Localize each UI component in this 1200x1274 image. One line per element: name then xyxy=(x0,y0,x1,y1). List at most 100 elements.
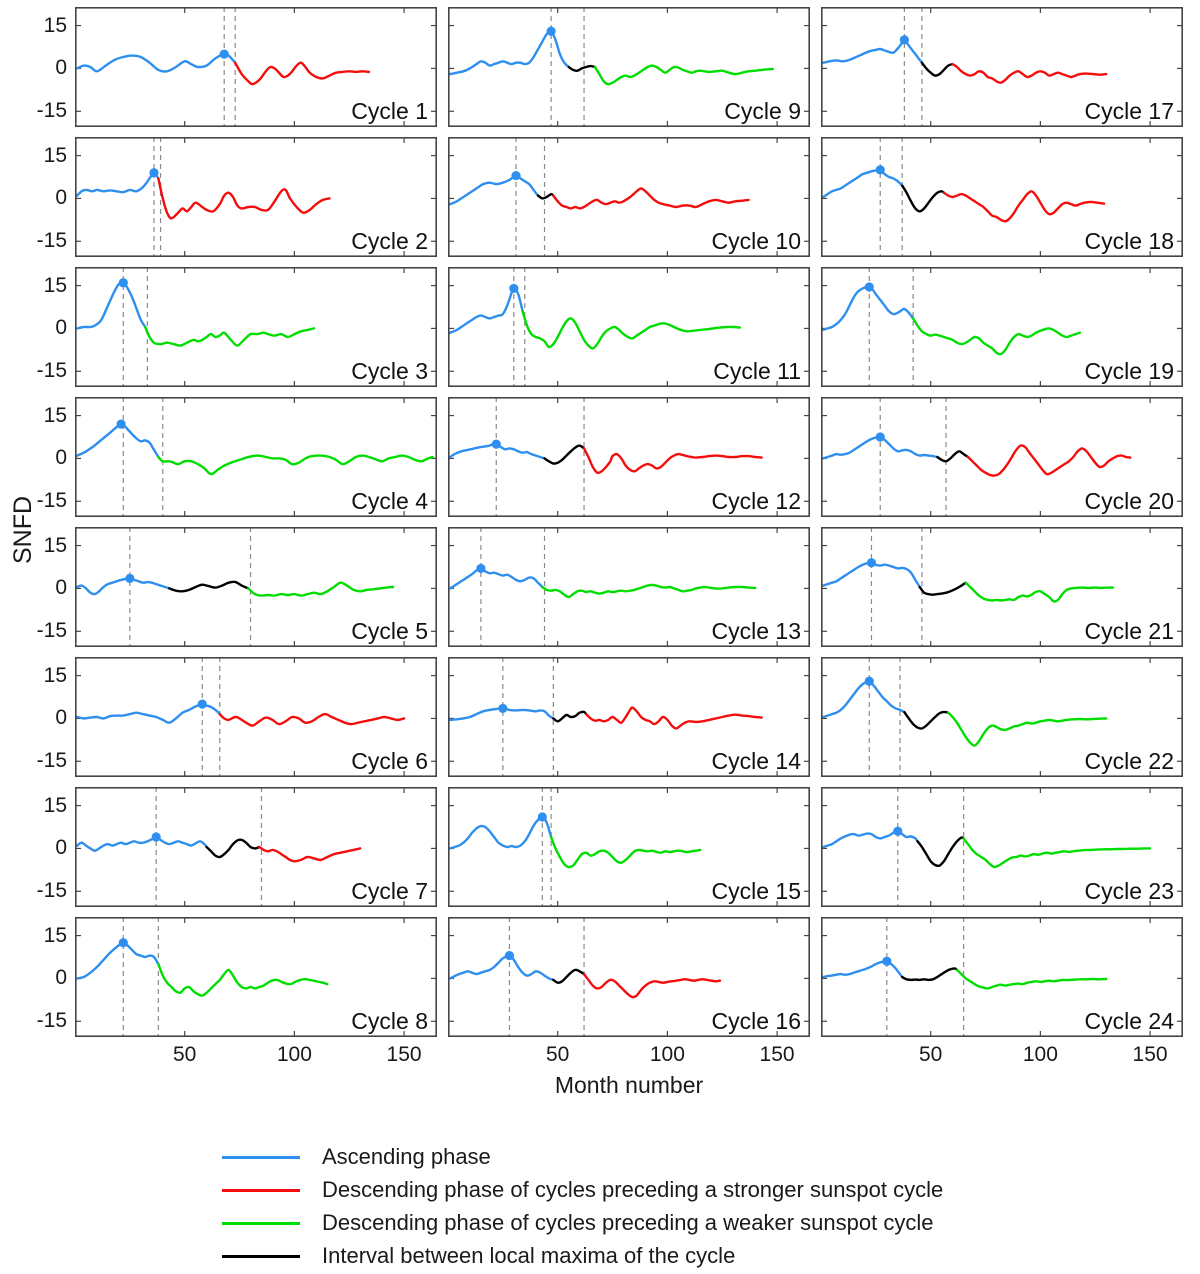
plot-area xyxy=(75,137,437,258)
plot-area xyxy=(448,267,810,388)
axes-box xyxy=(75,137,437,258)
subplot-cycle-18: Cycle 18 xyxy=(821,137,1183,258)
y-tick-label: 0 xyxy=(55,186,67,210)
ascending-curve xyxy=(822,285,915,332)
cycle-maximum-marker xyxy=(498,703,508,714)
ascending-curve xyxy=(449,954,555,982)
cycle-maximum-marker xyxy=(866,558,877,568)
axes-box xyxy=(75,397,437,518)
subplot-cycle-3: Cycle 3 15 0 -15 xyxy=(37,267,437,388)
legend-label: Descending phase of cycles preceding a w… xyxy=(322,1210,934,1235)
legend-line-swatch xyxy=(222,1156,300,1159)
interval-curve xyxy=(536,192,555,200)
ascending-curve xyxy=(822,38,924,64)
cycle-maximum-marker xyxy=(476,563,486,574)
cycle-label: Cycle 1 xyxy=(351,98,428,124)
ascending-curve xyxy=(76,577,171,596)
ascending-curve xyxy=(76,52,237,73)
cycle-maximum-marker xyxy=(118,938,128,948)
x-tick-label: 100 xyxy=(649,1043,685,1066)
cycle-label: Cycle 16 xyxy=(711,1008,801,1034)
y-tick-label: -15 xyxy=(36,749,67,773)
x-tick-label: 150 xyxy=(1132,1043,1168,1066)
descending-stronger-curve xyxy=(258,845,362,863)
axes-box xyxy=(448,397,810,518)
ascending-curve xyxy=(76,171,160,197)
plot-area xyxy=(448,917,810,1038)
descending-weaker-curve xyxy=(549,835,702,869)
ascending-curve xyxy=(822,959,904,979)
axes-box xyxy=(75,657,437,778)
cycle-label: Cycle 18 xyxy=(1084,228,1174,254)
plot-area xyxy=(448,527,810,648)
plot-area xyxy=(821,787,1183,908)
plot-area xyxy=(75,397,437,518)
interval-curve xyxy=(903,710,950,730)
y-tick-label: 15 xyxy=(43,663,67,687)
cycle-label: Cycle 9 xyxy=(724,98,801,124)
ascending-curve xyxy=(449,442,546,460)
subplot-cycle-11: Cycle 11 xyxy=(448,267,810,388)
interval-curve xyxy=(543,444,586,465)
descending-weaker-curve xyxy=(911,317,1082,356)
subplot-cycle-13: Cycle 13 xyxy=(448,527,810,648)
y-tick-label: 15 xyxy=(43,533,67,557)
descending-stronger-curve xyxy=(157,177,331,220)
axes-box xyxy=(448,917,810,1038)
descending-stronger-curve xyxy=(582,972,722,999)
axes-box xyxy=(821,137,1183,258)
subplot-cycle-1: Cycle 1 15 0 -15 xyxy=(37,7,437,128)
interval-curve xyxy=(552,710,588,723)
cycle-label: Cycle 19 xyxy=(1084,358,1174,384)
axes-box xyxy=(75,527,437,648)
descending-weaker-curve xyxy=(521,310,741,350)
y-axis-label: SNFD xyxy=(9,495,37,565)
axes-box xyxy=(448,657,810,778)
cycle-label: Cycle 24 xyxy=(1084,1008,1174,1034)
y-tick-label: 15 xyxy=(43,13,67,37)
cycle-label: Cycle 4 xyxy=(351,488,428,514)
axes-box xyxy=(75,267,437,388)
descending-stronger-curve xyxy=(582,447,763,475)
cycle-label: Cycle 22 xyxy=(1084,748,1174,774)
cycle-label: Cycle 15 xyxy=(711,878,801,904)
cycle-maximum-marker xyxy=(893,826,903,836)
x-tick-label: 100 xyxy=(1022,1043,1058,1066)
plot-area xyxy=(821,267,1183,388)
axes-box xyxy=(75,787,437,908)
descending-weaker-curve xyxy=(541,583,757,599)
interval-curve xyxy=(936,450,970,463)
cycle-maximum-marker xyxy=(116,419,126,429)
descending-stronger-curve xyxy=(218,712,406,727)
ascending-curve xyxy=(76,422,160,459)
y-tick-label: -15 xyxy=(36,1009,67,1033)
plot-area xyxy=(75,7,437,128)
axes-box xyxy=(821,7,1183,128)
interval-curve xyxy=(567,64,597,72)
y-tick-label: -15 xyxy=(36,99,67,123)
cycle-maximum-marker xyxy=(864,676,874,686)
y-tick-label: -15 xyxy=(36,619,67,643)
cycle-label: Cycle 7 xyxy=(351,878,428,904)
plot-area xyxy=(75,787,437,908)
ascending-curve xyxy=(822,168,904,199)
cycle-label: Cycle 8 xyxy=(351,1008,428,1034)
subplot-cycle-5: Cycle 5 15 0 -15 xyxy=(37,527,437,648)
axes-box xyxy=(821,917,1183,1038)
cycle-maximum-marker xyxy=(219,49,229,59)
ascending-curve xyxy=(449,174,540,206)
legend-label: Interval between local maxima of the cyc… xyxy=(322,1243,736,1268)
cycle-label: Cycle 20 xyxy=(1084,488,1174,514)
ascending-curve xyxy=(449,815,553,850)
plot-area xyxy=(448,787,810,908)
subplot-cycle-7: Cycle 7 15 0 -15 xyxy=(37,787,437,908)
interval-curve xyxy=(901,967,959,982)
subplot-cycle-21: Cycle 21 xyxy=(821,527,1183,648)
subplot-cycle-19: Cycle 19 xyxy=(821,267,1183,388)
y-tick-label: 0 xyxy=(55,706,67,730)
cycle-maximum-marker xyxy=(151,832,161,842)
cycle-label: Cycle 3 xyxy=(351,358,428,384)
cycle-label: Cycle 2 xyxy=(351,228,428,254)
x-axis-label: Month number xyxy=(554,1072,704,1098)
